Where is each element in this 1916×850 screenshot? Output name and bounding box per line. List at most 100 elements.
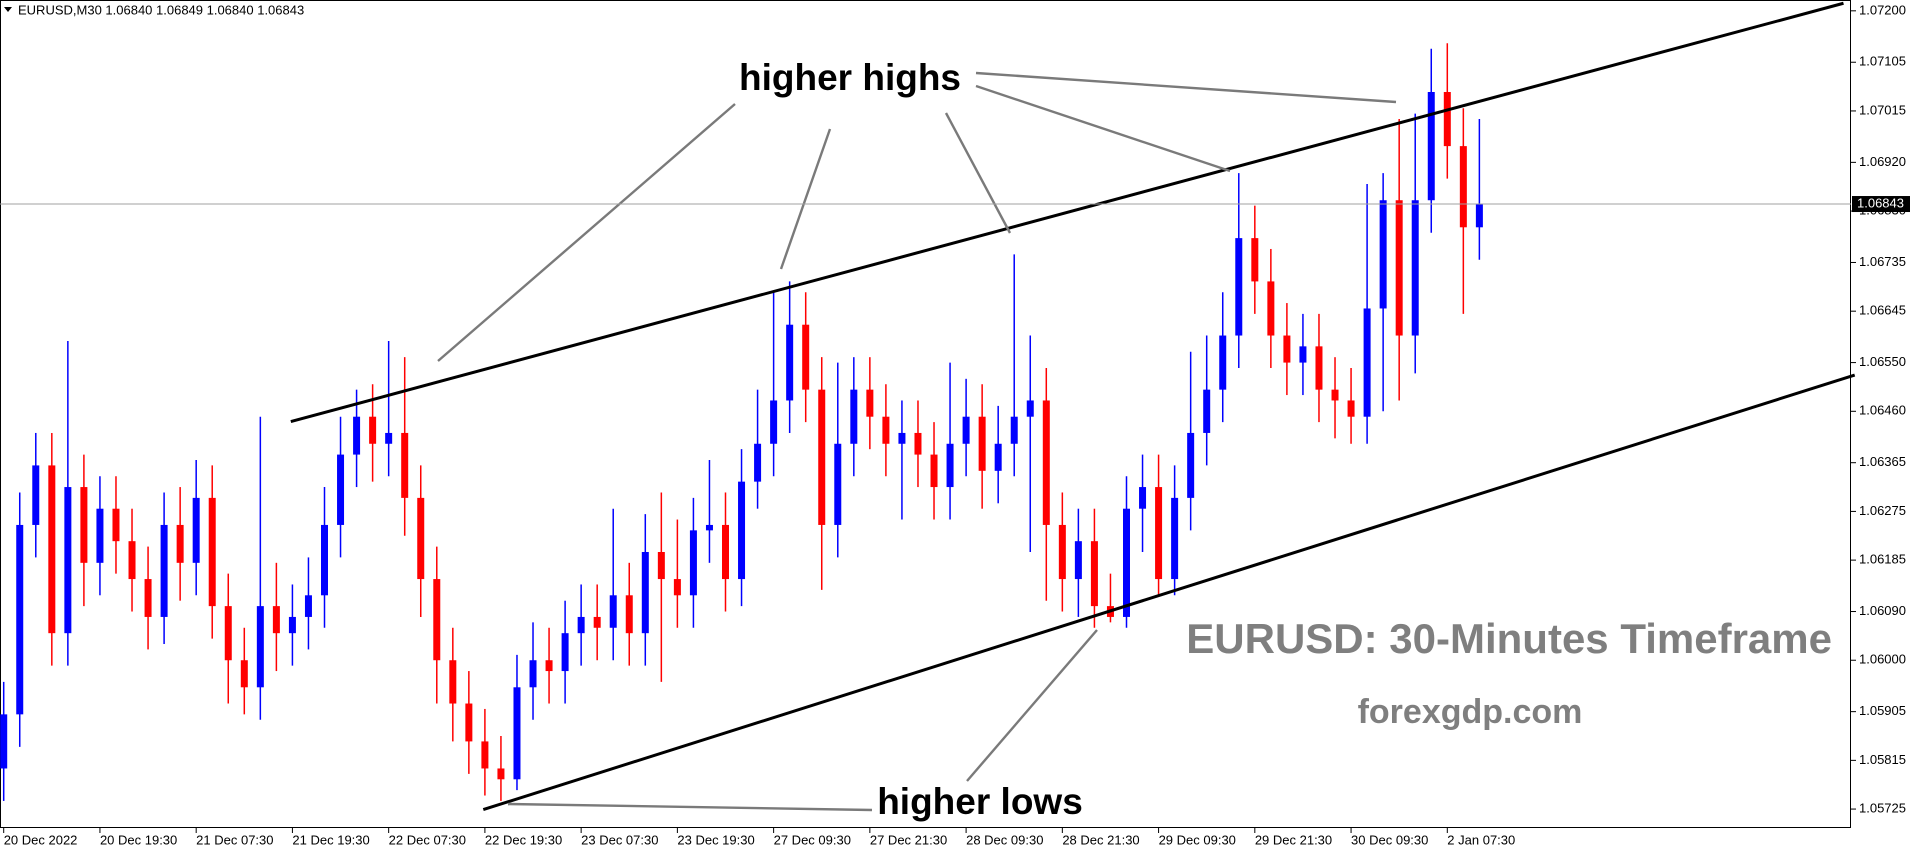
candle-body	[1459, 146, 1467, 228]
candle-body	[705, 524, 713, 531]
candle-body	[176, 524, 184, 563]
price-tag	[1852, 196, 1910, 213]
x-tick-label: 28 Dec 09:30	[966, 832, 1043, 847]
pointers	[437, 71, 1397, 812]
candle-body	[593, 616, 601, 628]
candle-body	[1267, 281, 1275, 336]
candle-body	[689, 530, 697, 596]
candle-body	[208, 497, 216, 607]
x-tick-label: 21 Dec 19:30	[292, 832, 369, 847]
candle-body	[1203, 389, 1211, 433]
x-tick-label: 23 Dec 19:30	[677, 832, 754, 847]
candle-body	[497, 768, 505, 780]
x-tick-label: 2 Jan 07:30	[1447, 832, 1515, 847]
candle-body	[946, 443, 954, 488]
candle-body	[1074, 541, 1082, 580]
candle-body	[1155, 487, 1163, 580]
candle-body	[738, 481, 746, 580]
candle-body	[32, 465, 40, 525]
watermark: EURUSD: 30-Minutes Timeframe	[1186, 615, 1832, 662]
candle-body	[561, 633, 569, 672]
candle-body	[577, 616, 585, 634]
annotation: higher lows	[877, 781, 1083, 822]
candle-body	[1187, 432, 1195, 498]
candle-body	[994, 443, 1002, 471]
header-icon	[4, 7, 12, 12]
candle-body	[433, 579, 441, 661]
candle-body	[321, 524, 328, 596]
x-tick-label: 20 Dec 19:30	[100, 832, 177, 847]
candle-body	[96, 508, 104, 563]
candle-body	[192, 497, 200, 563]
y-tick-label: 1.06460	[1859, 403, 1906, 418]
candle-body	[240, 660, 248, 688]
y-tick-label: 1.07200	[1859, 2, 1906, 17]
candle-body	[1171, 497, 1179, 580]
candle-body	[545, 660, 553, 672]
candle-body	[1042, 400, 1050, 525]
candle-body	[866, 389, 874, 417]
pointer-line	[779, 128, 832, 270]
candle-body	[80, 487, 88, 563]
candle-body	[657, 552, 665, 580]
y-tick-label: 1.05815	[1859, 752, 1906, 767]
pointer-line	[944, 112, 1012, 234]
x-tick-label: 23 Dec 07:30	[581, 832, 658, 847]
candle-body	[1379, 200, 1387, 309]
x-tick-label: 30 Dec 09:30	[1351, 832, 1428, 847]
candle-body	[288, 616, 296, 634]
candle-body	[978, 416, 986, 471]
candle-body	[1363, 308, 1371, 417]
candle-body	[1331, 389, 1339, 401]
candle-body	[1299, 346, 1307, 363]
x-tick-label: 27 Dec 21:30	[870, 832, 947, 847]
y-tick-label: 1.06550	[1859, 354, 1906, 369]
pointer-line	[966, 629, 1098, 782]
x-tick-label: 22 Dec 07:30	[389, 832, 466, 847]
candle-body	[449, 660, 457, 704]
candle-body	[529, 660, 537, 688]
candle-body	[401, 432, 409, 498]
candle-body	[48, 465, 56, 634]
candle-body	[1395, 200, 1403, 336]
annotation: higher highs	[739, 57, 961, 98]
plot-frame	[0, 0, 1851, 828]
y-tick-label: 1.06275	[1859, 503, 1906, 518]
candle-body	[850, 389, 858, 444]
x-tick-label: 27 Dec 09:30	[774, 832, 851, 847]
candle-body	[834, 443, 842, 525]
candle-body	[481, 741, 489, 769]
candle-body	[304, 595, 312, 617]
y-tick-label: 1.06645	[1859, 303, 1906, 318]
candle-body	[256, 606, 264, 688]
candle-body	[1283, 335, 1291, 363]
candle-body	[1058, 524, 1066, 580]
candle-body	[369, 416, 377, 444]
x-tick-label: 29 Dec 09:30	[1159, 832, 1236, 847]
pointer-line	[975, 71, 1397, 104]
pointer-line	[975, 84, 1231, 173]
y-tick-label: 1.06920	[1859, 154, 1906, 169]
candle-body	[770, 400, 778, 444]
candle-body	[962, 416, 970, 444]
y-tick-label: 1.07105	[1859, 54, 1906, 69]
y-tick-label: 1.06735	[1859, 254, 1906, 269]
candle-body	[513, 687, 521, 780]
candle-body	[385, 432, 393, 444]
candle-body	[1010, 416, 1018, 444]
candle-body	[465, 703, 473, 742]
trend-line	[482, 373, 1856, 812]
candle-body	[1443, 92, 1451, 147]
candle-body	[1235, 238, 1243, 336]
chart-header: EURUSD,M30 1.06840 1.06849 1.06840 1.068…	[18, 2, 304, 17]
y-tick-label: 1.06185	[1859, 552, 1906, 567]
trend-line	[290, 1, 1844, 424]
y-tick-label: 1.06365	[1859, 454, 1906, 469]
pointer-line	[437, 103, 736, 362]
y-tick-label: 1.05725	[1859, 800, 1906, 815]
candle-body	[722, 524, 729, 580]
y-tick-label: 1.06000	[1859, 652, 1906, 667]
x-tick-label: 28 Dec 21:30	[1062, 832, 1139, 847]
candle-body	[818, 389, 826, 525]
candle-body	[641, 552, 649, 634]
